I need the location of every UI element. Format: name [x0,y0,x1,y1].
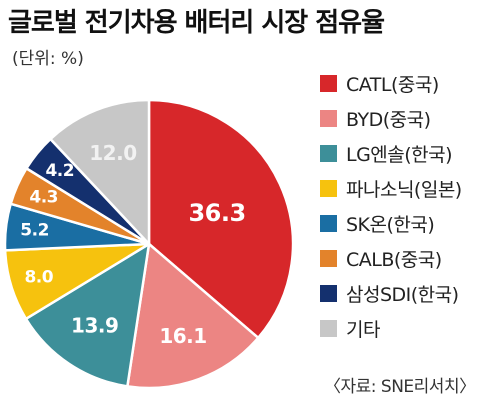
data-label-삼성sdi: 4.2 [45,161,74,181]
data-label-catl: 36.3 [188,199,245,227]
legend-item-파나소닉: 파나소닉(일본) [320,171,462,206]
legend-item-byd: BYD(중국) [320,101,462,136]
pie-slices [3,98,295,390]
legend-item-calb: CALB(중국) [320,241,462,276]
legend-label: 기타 [346,319,380,341]
legend-label: SK온(한국) [346,214,435,236]
legend-label: LG엔솔(한국) [346,144,453,166]
legend-item-sk온: SK온(한국) [320,206,462,241]
data-label-byd: 16.1 [159,324,206,348]
legend-label: CALB(중국) [346,249,442,271]
data-label-sk온: 5.2 [20,220,49,240]
legend: CATL(중국) BYD(중국) LG엔솔(한국) 파나소닉(일본) SK온(한국) CA… [320,66,462,346]
unit-label: (단위: %) [12,49,84,69]
legend-label: 삼성SDI(한국) [346,284,459,306]
legend-swatch [320,180,337,197]
pie-slice-기타 [49,98,151,246]
legend-label: CATL(중국) [346,74,439,96]
source-note: 〈자료: SNE리서치〉 [324,377,476,397]
legend-swatch [320,250,337,267]
legend-swatch [320,75,337,92]
legend-label: 파나소닉(일본) [346,179,462,201]
legend-item-lg엔솔: LG엔솔(한국) [320,136,462,171]
pie-slice-byd [126,242,260,390]
legend-item-catl: CATL(중국) [320,66,462,101]
pie-slice-lg엔솔 [24,242,151,388]
legend-swatch [320,285,337,302]
legend-swatch [320,110,337,127]
legend-item-삼성sdi: 삼성SDI(한국) [320,276,462,311]
legend-label: BYD(중국) [346,109,431,131]
legend-swatch [320,215,337,232]
data-label-lg엔솔: 13.9 [71,314,118,338]
pie-data-labels: 36.3 16.1 13.9 8.0 5.2 4.3 4.2 12.0 [20,141,246,348]
data-label-파나소닉: 8.0 [24,268,53,288]
data-label-calb: 4.3 [29,187,58,207]
pie-slice-catl [147,98,295,340]
pie-chart: 36.3 16.1 13.9 8.0 5.2 4.3 4.2 12.0 [3,98,295,390]
legend-item-기타: 기타 [320,311,462,346]
data-label-기타: 12.0 [89,141,136,165]
legend-swatch [320,145,337,162]
chart-title: 글로벌 전기차용 배터리 시장 점유율 [8,8,385,38]
legend-swatch [320,320,337,337]
